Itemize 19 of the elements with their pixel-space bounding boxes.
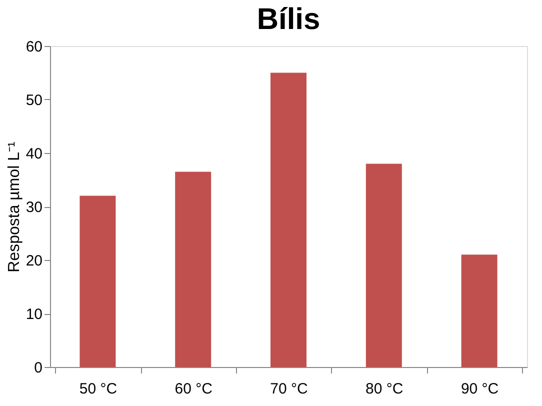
y-tick-label: 50 [26,92,42,109]
bar [270,72,306,367]
y-tick-label: 0 [34,360,42,376]
x-tick-label: 50 °C [79,380,118,398]
y-tick-label: 10 [26,306,42,323]
y-tick-label: 30 [26,199,42,216]
y-tick-label: 60 [26,38,42,56]
x-tick-label: 70 °C [270,380,308,398]
bar [80,196,116,367]
y-tick-label: 20 [26,252,42,270]
bar [461,254,498,367]
x-tick-label: 80 °C [366,380,404,398]
chart-title: Bílis [256,3,320,36]
x-tick-label: 60 °C [174,380,213,398]
y-tick-label: 40 [26,146,42,162]
bar [175,172,212,367]
y-axis-title: Resposta µmol L⁻¹ [6,142,23,272]
x-tick-label: 90 °C [460,380,499,398]
bar [366,164,402,367]
